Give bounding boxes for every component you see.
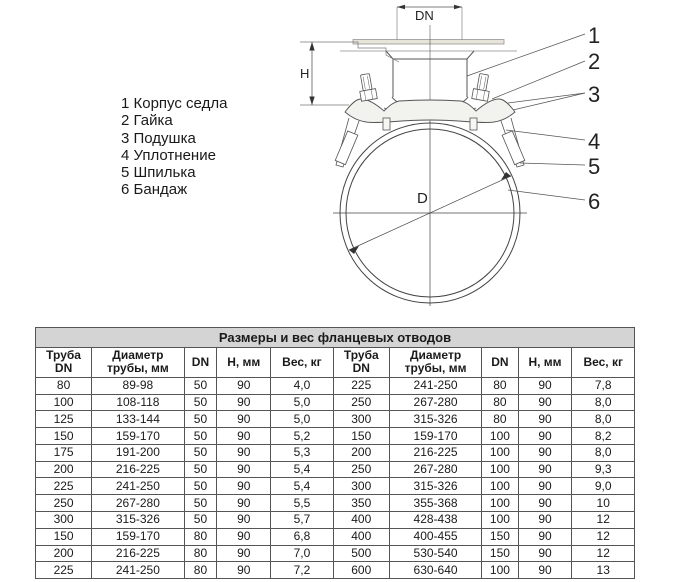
svg-text:H: H [300,66,309,81]
svg-text:2: 2 [588,49,600,74]
svg-text:1: 1 [588,23,600,48]
svg-text:5: 5 [588,154,600,179]
svg-text:DN: DN [415,8,434,23]
svg-text:6: 6 [588,189,600,214]
svg-text:4: 4 [588,129,600,154]
svg-text:D: D [417,190,428,207]
svg-text:3: 3 [588,82,600,107]
